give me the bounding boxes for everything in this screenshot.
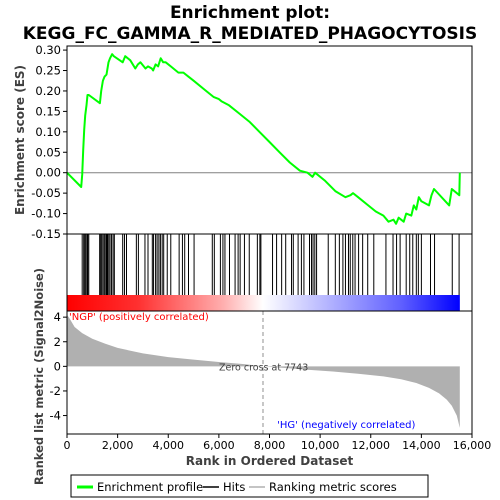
rank-y-tick-label: 0: [54, 359, 61, 373]
rank-y-tick-label: -4: [50, 409, 61, 423]
es-y-tick-label: -0.15: [31, 227, 61, 241]
es-y-tick-label: -0.10: [31, 207, 61, 221]
es-y-tick-label: 0.25: [35, 64, 61, 78]
rank-x-tick-label: 14,000: [402, 439, 441, 452]
es-plot-area: [67, 46, 472, 234]
ranking-colour-bar: [67, 295, 460, 311]
rank-x-tick-label: 4,000: [153, 439, 185, 452]
es-y-tick-label: 0.10: [35, 125, 61, 139]
rank-x-tick-label: 2,000: [102, 439, 134, 452]
rank-y-tick-label: -2: [50, 384, 61, 398]
rank-x-tick-label: 8,000: [254, 439, 286, 452]
ranking-metric-panel: 'NGP' (positively correlated) Zero cross …: [32, 268, 491, 485]
rank-y-axis-label: Ranked list metric (Signal2Noise): [32, 268, 46, 485]
positive-correlation-label: 'NGP' (positively correlated): [69, 312, 209, 323]
zero-cross-label: Zero cross at 7743: [219, 362, 308, 373]
enrichment-profile-line: [66, 53, 461, 225]
legend-item-label: Ranking metric scores: [269, 480, 397, 494]
es-panel: -0.15 -0.10 -0.05 0.00 0.05 0.10 0.15 0.20 0.25 0…: [13, 43, 473, 241]
rank-x-axis-label: Rank in Ordered Dataset: [186, 454, 354, 468]
rank-x-tick-label: 0: [64, 439, 71, 452]
es-y-tick-label: 0.05: [35, 145, 61, 159]
ranking-metric-area: [67, 314, 460, 428]
rank-y-tick-label: 4: [54, 310, 61, 324]
legend-item-label: Hits: [223, 480, 245, 494]
es-y-axis-label: Enrichment score (ES): [13, 65, 27, 215]
legend-item-label: Enrichment profile: [97, 480, 203, 494]
es-y-tick-label: 0.20: [35, 84, 61, 98]
hits-panel: [66, 233, 473, 312]
rank-x-tick-label: 10,000: [301, 439, 340, 452]
rank-x-tick-label: 16,000: [453, 439, 492, 452]
negative-correlation-label: 'HG' (negatively correlated): [277, 420, 415, 431]
legend: Enrichment profile Hits Ranking metric sco…: [70, 474, 429, 498]
es-y-tick-label: -0.05: [31, 186, 61, 200]
es-y-tick-label: 0.00: [35, 166, 61, 180]
chart-title-line: KEGG_FC_GAMMA_R_MEDIATED_PHAGOCYTOSIS: [23, 24, 478, 44]
es-y-tick-label: 0.15: [35, 104, 61, 118]
legend-box: [70, 474, 429, 498]
chart-title: Enrichment plot:KEGG_FC_GAMMA_R_MEDIATED…: [23, 3, 478, 44]
es-y-tick-label: 0.30: [35, 43, 61, 57]
hits-area: [67, 234, 472, 295]
rank-y-tick-label: 2: [54, 335, 61, 349]
rank-x-tick-label: 6,000: [203, 439, 235, 452]
chart-title-line: Enrichment plot:: [170, 3, 330, 23]
rank-x-tick-label: 12,000: [352, 439, 391, 452]
